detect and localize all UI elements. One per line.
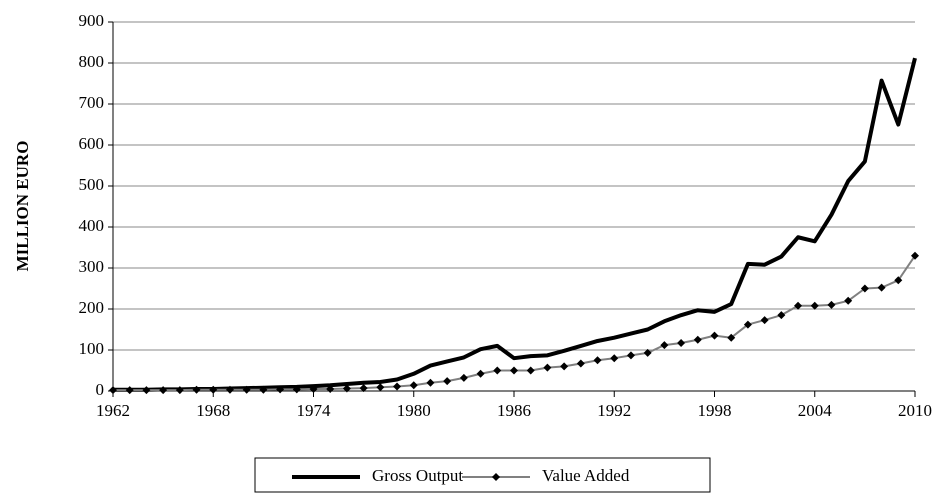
point-marker: [159, 386, 168, 395]
point-marker: [727, 333, 736, 342]
point-marker: [894, 276, 903, 285]
point-marker: [359, 384, 368, 393]
x-tick-label: 1974: [297, 401, 332, 420]
point-marker: [593, 356, 602, 365]
y-axis-label: MILLION EURO: [13, 141, 32, 272]
y-tick-label: 300: [79, 257, 105, 276]
point-marker: [777, 311, 786, 320]
point-marker: [844, 296, 853, 305]
point-marker: [276, 385, 285, 394]
point-marker: [426, 378, 435, 387]
point-marker: [443, 377, 452, 386]
point-marker: [610, 354, 619, 363]
point-marker: [393, 382, 402, 391]
y-tick-label: 900: [79, 11, 105, 30]
point-marker: [877, 283, 886, 292]
point-marker: [409, 381, 418, 390]
point-marker: [827, 300, 836, 309]
x-tick-label: 1962: [96, 401, 130, 420]
y-tick-label: 800: [79, 52, 105, 71]
point-marker: [643, 348, 652, 357]
y-tick-label: 100: [79, 339, 105, 358]
y-tick-label: 0: [96, 380, 105, 399]
y-tick-label: 700: [79, 93, 105, 112]
point-marker: [259, 385, 268, 394]
point-marker: [543, 363, 552, 372]
point-marker: [476, 369, 485, 378]
point-marker: [175, 386, 184, 395]
point-marker: [560, 362, 569, 371]
y-tick-label: 400: [79, 216, 105, 235]
point-marker: [125, 386, 134, 395]
x-tick-label: 2010: [898, 401, 932, 420]
point-marker: [109, 386, 117, 395]
point-marker: [743, 320, 752, 329]
x-tick-label: 1980: [397, 401, 431, 420]
point-marker: [693, 335, 702, 344]
point-marker: [342, 384, 351, 393]
point-marker: [142, 386, 151, 395]
legend-marker: [492, 473, 500, 481]
point-marker: [459, 373, 468, 382]
x-tick-label: 1998: [698, 401, 732, 420]
point-marker: [376, 383, 385, 392]
series-line: [113, 57, 917, 392]
point-marker: [677, 339, 686, 348]
x-tick-label: 1968: [196, 401, 230, 420]
point-marker: [192, 385, 201, 394]
y-tick-label: 200: [79, 298, 105, 317]
point-marker: [510, 366, 518, 375]
point-marker: [626, 351, 635, 360]
x-tick-label: 1992: [597, 401, 631, 420]
point-marker: [242, 385, 251, 394]
point-marker: [209, 385, 218, 394]
point-marker: [326, 384, 335, 393]
y-tick-label: 600: [79, 134, 105, 153]
point-marker: [309, 384, 318, 393]
point-marker: [292, 385, 301, 394]
point-marker: [794, 301, 803, 310]
point-marker: [911, 251, 919, 260]
point-marker: [810, 301, 819, 310]
point-marker: [660, 341, 669, 350]
point-marker: [526, 366, 535, 375]
x-tick-label: 2004: [798, 401, 833, 420]
point-marker: [760, 316, 769, 325]
x-tick-label: 1986: [497, 401, 531, 420]
point-marker: [225, 385, 234, 394]
point-marker: [576, 359, 585, 368]
legend-label: Gross Output: [372, 466, 463, 485]
point-marker: [860, 284, 869, 293]
y-tick-label: 500: [79, 175, 105, 194]
point-marker: [493, 366, 502, 375]
point-marker: [710, 331, 719, 340]
legend-label: Value Added: [542, 466, 630, 485]
